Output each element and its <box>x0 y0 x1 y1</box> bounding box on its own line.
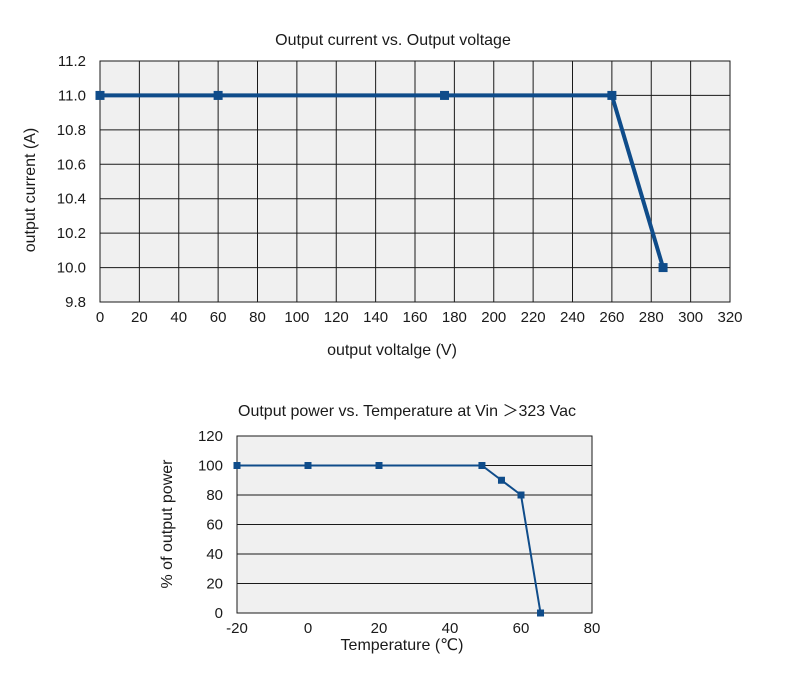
chart1-x-tick-label: 0 <box>96 309 104 326</box>
chart1-x-tick-label: 160 <box>402 309 427 326</box>
chart1-x-tick-label: 120 <box>324 309 349 326</box>
chart2-data-point <box>233 462 241 469</box>
chart2-data-point <box>478 462 486 469</box>
chart1-x-tick-label: 200 <box>481 309 506 326</box>
chart1-x-tick-label: 20 <box>131 309 148 326</box>
chart2-data-point <box>537 609 545 617</box>
chart2-x-tick-label: 20 <box>371 620 388 637</box>
chart2-x-tick-label: 80 <box>584 620 601 637</box>
chart1-y-axis-label: output current (A) <box>22 128 39 253</box>
chart2-data-point <box>375 462 383 469</box>
chart1-data-point <box>213 90 223 100</box>
chart1-y-tick-label: 10.6 <box>57 156 86 173</box>
chart1-title: Output current vs. Output voltage <box>275 32 511 49</box>
chart1-data-point <box>95 90 105 100</box>
chart1-x-tick-label: 220 <box>521 309 546 326</box>
chart1-data-point <box>607 90 617 100</box>
chart2-y-tick-label: 60 <box>206 517 223 534</box>
chart2-y-tick-label: 40 <box>206 546 223 563</box>
chart2-x-tick-label: -20 <box>226 620 248 637</box>
chart1-x-tick-label: 100 <box>284 309 309 326</box>
chart1-y-tick-label: 9.8 <box>65 294 86 311</box>
chart1-x-tick-label: 260 <box>599 309 624 326</box>
chart2-y-tick-label: 80 <box>206 487 223 504</box>
chart2-x-axis-label: Temperature (℃) <box>341 637 464 654</box>
chart2-x-tick-label: 0 <box>304 620 312 637</box>
chart1-y-tick-label: 10.2 <box>57 225 86 242</box>
chart1-y-tick-label: 10.4 <box>57 191 86 208</box>
chart2-x-tick-label: 40 <box>442 620 459 637</box>
chart2-y-tick-label: 120 <box>198 428 223 445</box>
chart1-x-tick-label: 40 <box>170 309 187 326</box>
chart1-y-tick-label: 10.8 <box>57 122 86 139</box>
chart-current-vs-voltage: Output current vs. Output voltage 0 20 40 6… <box>22 32 743 359</box>
chart1-x-tick-label: 80 <box>249 309 266 326</box>
chart1-y-tick-label: 11.2 <box>58 53 86 70</box>
chart1-x-tick-label: 280 <box>639 309 664 326</box>
chart2-y-tick-label: 20 <box>206 576 223 593</box>
chart2-y-tick-label: 100 <box>198 458 223 475</box>
chart1-y-tick-label: 10.0 <box>57 260 86 277</box>
chart1-x-tick-label: 140 <box>363 309 388 326</box>
chart2-data-point <box>497 476 505 484</box>
chart1-x-tick-label: 300 <box>678 309 703 326</box>
chart2-title: Output power vs. Temperature at Vin ＞323… <box>238 403 576 420</box>
chart1-data-point <box>658 263 668 273</box>
chart2-data-point <box>517 491 525 499</box>
chart2-y-tick-label: 0 <box>215 605 223 622</box>
chart-power-vs-temperature: Output power vs. Temperature at Vin ＞323… <box>159 403 600 654</box>
chart1-x-tick-label: 60 <box>210 309 227 326</box>
chart1-y-tick-label: 11.0 <box>58 87 86 104</box>
chart1-data-point <box>440 90 450 100</box>
chart2-y-axis-label: % of output power <box>159 459 176 589</box>
chart2-data-point <box>304 462 312 469</box>
chart1-x-tick-label: 320 <box>717 309 742 326</box>
chart2-x-tick-label: 60 <box>513 620 530 637</box>
chart1-x-tick-label: 180 <box>442 309 467 326</box>
chart1-x-tick-label: 240 <box>560 309 585 326</box>
chart1-x-axis-label: output voltalge (V) <box>327 342 457 359</box>
